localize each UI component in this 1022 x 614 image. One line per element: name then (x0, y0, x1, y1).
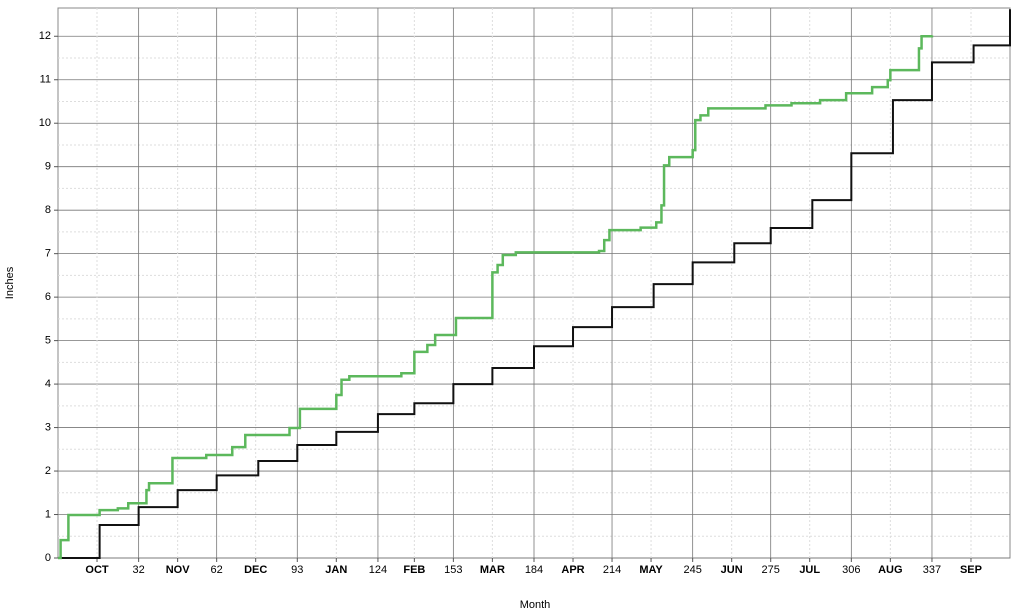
y-tick-label: 1 (45, 508, 51, 520)
month-label: NOV (166, 564, 191, 576)
x-tick-label: 337 (923, 564, 941, 576)
y-tick-label: 5 (45, 335, 51, 347)
month-label: JUN (721, 564, 743, 576)
y-tick-label: 2 (45, 465, 51, 477)
x-tick-label: 93 (291, 564, 303, 576)
x-tick-label: 245 (683, 564, 701, 576)
x-tick-label: 306 (842, 564, 860, 576)
month-label: SEP (960, 564, 982, 576)
x-tick-label: 153 (444, 564, 462, 576)
month-label: MAY (639, 564, 663, 576)
month-label: APR (561, 564, 584, 576)
y-tick-label: 7 (45, 248, 51, 260)
x-tick-label: 124 (369, 564, 387, 576)
series-line (58, 35, 934, 560)
y-axis-label: Inches (4, 266, 16, 299)
x-tick-label: 184 (525, 564, 543, 576)
month-label: JUL (799, 564, 820, 576)
x-tick-label: 62 (211, 564, 223, 576)
x-tick-label: 214 (603, 564, 621, 576)
y-tick-label: 3 (45, 421, 51, 433)
x-axis-label: Month (520, 599, 551, 611)
month-label: DEC (244, 564, 267, 576)
y-tick-label: 8 (45, 204, 51, 216)
y-tick-label: 9 (45, 161, 51, 173)
month-label: JAN (325, 564, 347, 576)
y-tick-label: 0 (45, 552, 51, 564)
series-line (58, 9, 1011, 559)
month-label: MAR (480, 564, 505, 576)
month-label: OCT (85, 564, 109, 576)
y-tick-label: 12 (39, 30, 51, 42)
y-tick-label: 4 (45, 378, 51, 390)
y-tick-label: 6 (45, 291, 51, 303)
y-tick-label: 11 (40, 74, 51, 86)
x-tick-label: 275 (762, 564, 780, 576)
month-label: FEB (403, 564, 425, 576)
x-tick-label: 32 (133, 564, 145, 576)
y-tick-label: 10 (39, 117, 51, 129)
month-label: AUG (878, 564, 902, 576)
